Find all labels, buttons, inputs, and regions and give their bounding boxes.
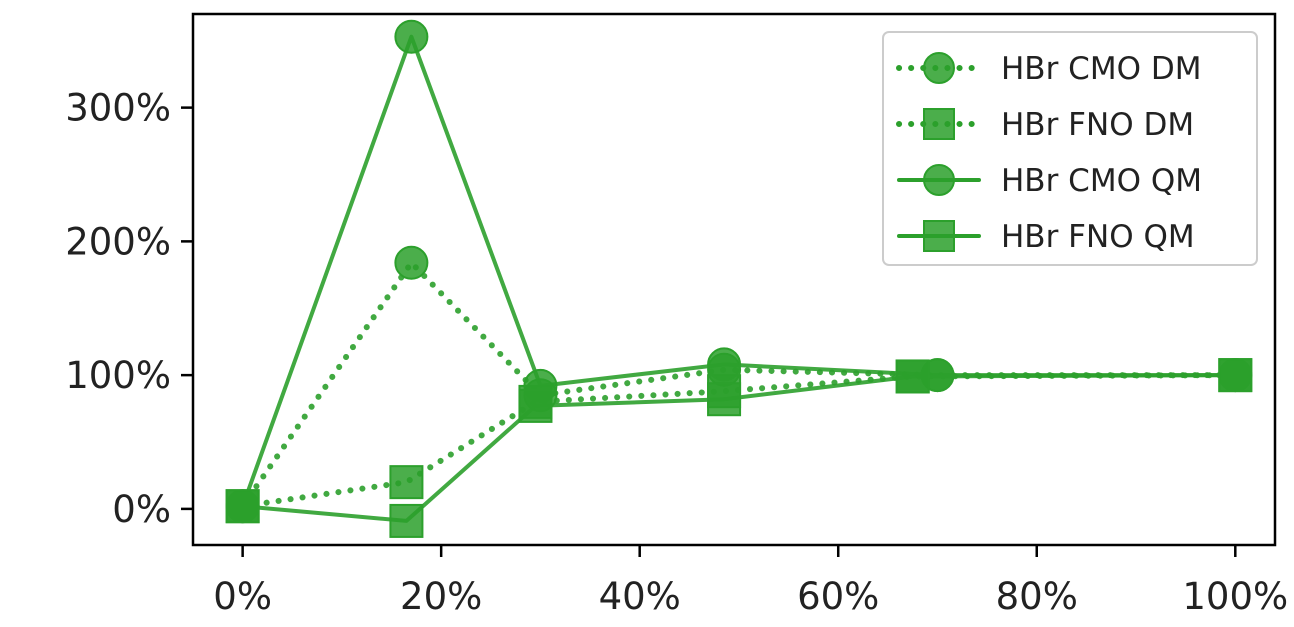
y-tick-label: 200% xyxy=(65,220,171,263)
data-point xyxy=(394,245,429,280)
data-point xyxy=(895,359,930,394)
legend-marker xyxy=(923,220,955,252)
data-point xyxy=(389,465,424,500)
y-tick-label: 300% xyxy=(65,87,171,130)
series-4 xyxy=(225,358,1253,538)
series-layer xyxy=(225,19,1253,538)
axes-frame xyxy=(191,12,1277,547)
legend-label: HBr CMO DM xyxy=(1001,51,1201,87)
legend-label: HBr CMO QM xyxy=(1001,163,1202,199)
legend-entry: HBr FNO DM xyxy=(896,107,1194,143)
data-point xyxy=(707,347,742,382)
x-tick-label: 20% xyxy=(400,575,482,618)
data-point xyxy=(1218,358,1253,393)
x-axis: 0% 20% 40% 60% 80% 100% xyxy=(213,545,1288,618)
y-tick-label: 0% xyxy=(112,488,171,531)
y-axis: 0% 100% 200% 300% xyxy=(65,87,193,531)
y-tick-label: 100% xyxy=(65,354,171,397)
x-tick-label: 40% xyxy=(599,575,681,618)
legend-box xyxy=(882,31,1258,266)
x-tick-label: 60% xyxy=(797,575,879,618)
data-point xyxy=(394,19,429,54)
legend-marker xyxy=(923,108,955,140)
legend-label: HBr FNO DM xyxy=(1001,107,1194,143)
legend-entry: HBr FNO QM xyxy=(897,219,1195,255)
x-tick-label: 80% xyxy=(996,575,1078,618)
x-tick-label: 0% xyxy=(213,575,272,618)
data-point xyxy=(518,388,553,423)
x-tick-label: 100% xyxy=(1182,575,1288,618)
legend-label: HBr FNO QM xyxy=(1001,219,1195,255)
data-point xyxy=(707,382,742,417)
legend-marker xyxy=(923,164,955,196)
legend-marker xyxy=(923,52,955,84)
data-point xyxy=(225,489,260,524)
legend-entry: HBr CMO QM xyxy=(897,163,1202,199)
series-line xyxy=(240,373,1238,523)
legend-entry: HBr CMO DM xyxy=(896,51,1201,87)
legend: HBr CMO DM HBr FNO DM HBr CMO QM HBr FNO QM xyxy=(882,31,1258,266)
data-point xyxy=(389,503,424,538)
